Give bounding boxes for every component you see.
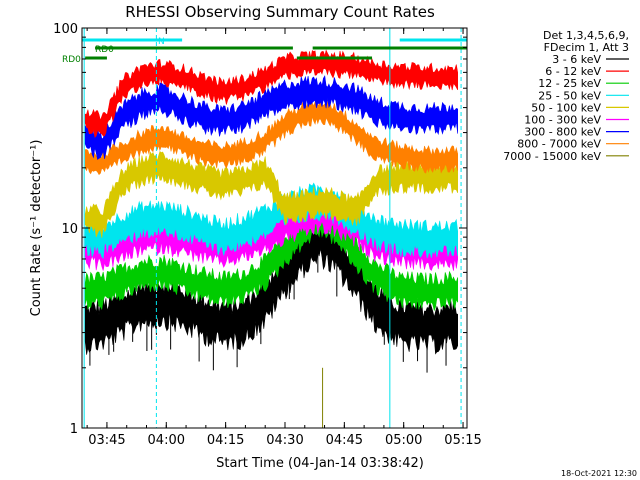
x-tick-label: 03:45	[88, 433, 125, 448]
legend-entry-label: 50 - 100 keV	[531, 101, 601, 114]
series-50-100-keV-group	[84, 150, 459, 238]
x-tick-label: 05:00	[385, 433, 422, 448]
series-band	[84, 200, 459, 312]
series-band	[84, 49, 459, 138]
flag-label: RD0	[62, 55, 81, 65]
flag-n-1: N	[82, 37, 467, 47]
series-band	[84, 150, 459, 238]
series-band	[84, 212, 459, 355]
legend-entry-label: 25 - 50 keV	[538, 89, 601, 102]
series-band	[84, 75, 459, 161]
legend-entry-label: 3 - 6 keV	[552, 53, 601, 66]
x-axis-label: Start Time (04-Jan-14 03:38:42)	[216, 456, 424, 471]
series-25-50-keV-group	[84, 182, 459, 260]
flag-label: RD0	[95, 45, 114, 55]
legend-entry-label: 100 - 300 keV	[524, 114, 601, 127]
data-layer: N RD0 RD0	[62, 28, 467, 428]
legend-entry-label: 800 - 7000 keV	[517, 138, 601, 151]
ticks-layer: 03:45 04:00 04:15 04:30 04:45 05:00 05:15 1 10 10…	[53, 22, 482, 448]
series-6-12-keV-group	[84, 49, 459, 138]
series-band	[84, 96, 459, 175]
y-axis-label: Count Rate (s⁻¹ detector⁻¹)	[29, 140, 44, 317]
series-band	[84, 182, 459, 260]
x-tick-label: 04:15	[207, 433, 244, 448]
legend-entry-label: 300 - 800 keV	[524, 126, 601, 139]
x-tick-label: 05:15	[444, 433, 481, 448]
chart-title: RHESSI Observing Summary Count Rates	[125, 3, 435, 21]
flag-rd0-3: RD0	[62, 55, 373, 65]
y-tick-label: 1	[70, 422, 78, 437]
x-tick-label: 04:00	[148, 433, 185, 448]
series-300-800-keV-group	[84, 75, 459, 161]
legend-entry-label: 12 - 25 keV	[538, 77, 601, 90]
series-800-7000-keV-group	[84, 96, 459, 175]
generated-timestamp: 18-Oct-2021 12:30	[561, 469, 637, 478]
flag-rd0-2: RD0	[95, 45, 467, 55]
legend-entry-label: 7000 - 15000 keV	[503, 150, 601, 163]
legend-entry-label: 6 - 12 keV	[545, 65, 601, 78]
x-tick-label: 04:45	[326, 433, 363, 448]
x-tick-label: 04:30	[266, 433, 303, 448]
legend-header-line-1: Det 1,3,4,5,6,9,	[543, 29, 629, 42]
y-tick-label: 100	[53, 22, 78, 37]
flag-label: N	[158, 37, 165, 47]
series-12-25-keV-group	[84, 200, 459, 312]
y-tick-label: 10	[61, 222, 78, 237]
legend-header-line-2: FDecim 1, Att 3	[544, 41, 629, 54]
